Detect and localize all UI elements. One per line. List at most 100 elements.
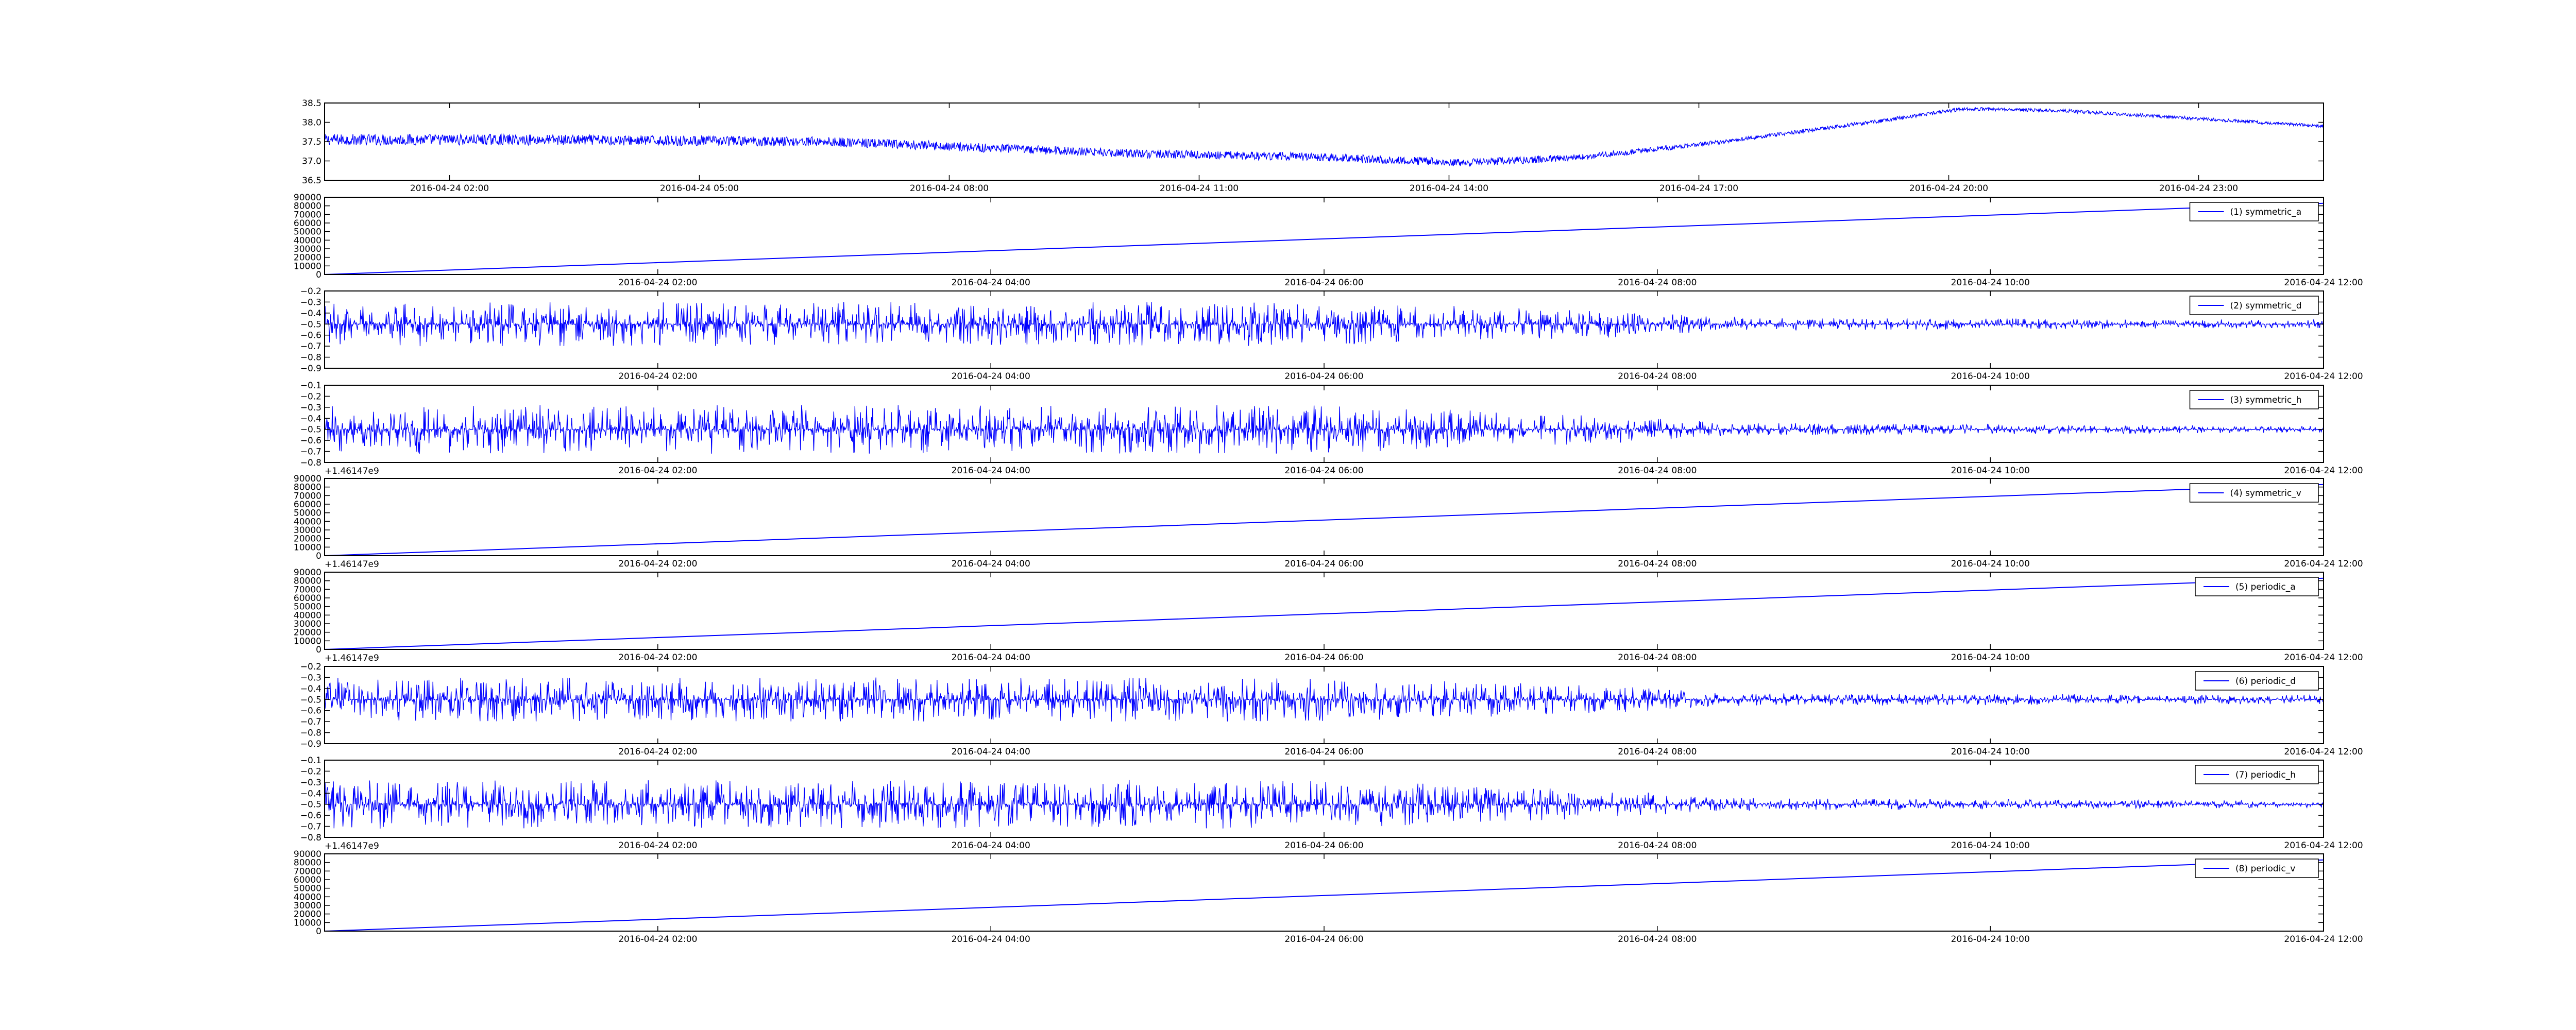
x-tick-label: 2016-04-24 02:00	[618, 371, 697, 382]
x-tick-label: 2016-04-24 12:00	[2284, 747, 2363, 757]
x-tick-label: 2016-04-24 02:00	[618, 278, 697, 288]
y-tick-label: −0.6	[300, 331, 321, 341]
y-tick-label: 60000	[294, 875, 321, 885]
y-tick-label: −0.2	[300, 662, 321, 672]
x-tick-label: 2016-04-24 20:00	[1909, 183, 1988, 194]
y-tick-label: 30000	[294, 525, 321, 536]
x-tick-label: 2016-04-24 10:00	[1951, 747, 2030, 757]
subplot-0: 36.5 37.0 37.5 38.0 38.5 2016-04-24 02:00 2016…	[302, 98, 2324, 194]
x-offset-label: +1.46147e9	[325, 841, 379, 851]
y-tick-label: 40000	[294, 517, 321, 527]
x-offset-label: +1.46147e9	[325, 559, 379, 570]
x-tick-label: 2016-04-24 06:00	[1284, 278, 1363, 288]
x-tick-label: 2016-04-24 04:00	[952, 466, 1030, 476]
x-tick-label: 2016-04-24 02:00	[618, 466, 697, 476]
series-line-2	[324, 302, 2324, 347]
y-tick-label: 70000	[294, 866, 321, 877]
y-tick-label: 0	[316, 645, 321, 655]
y-tick-label: −0.7	[300, 822, 321, 832]
series-line-5	[324, 577, 2324, 650]
y-tick-label: −0.6	[300, 811, 321, 821]
legend-label: (7) periodic_h	[2235, 770, 2296, 780]
y-tick-label: −0.8	[300, 353, 321, 363]
subplot-4: 0100002000030000400005000060000700008000…	[294, 474, 2363, 570]
y-tick-label: 60000	[294, 593, 321, 604]
y-tick-label: −0.5	[300, 425, 321, 435]
y-tick-label: −0.1	[300, 756, 321, 766]
y-tick-label: −0.5	[300, 319, 321, 330]
y-tick-label: −0.4	[300, 308, 321, 319]
x-tick-label: 2016-04-24 02:00	[618, 934, 697, 945]
x-tick-label: 2016-04-24 06:00	[1284, 934, 1363, 945]
series-line-3	[324, 405, 2324, 454]
y-tick-label: −0.3	[300, 673, 321, 683]
x-tick-label: 2016-04-24 12:00	[2284, 559, 2363, 569]
y-tick-label: 80000	[294, 483, 321, 493]
series-line-6	[324, 677, 2324, 722]
series-line-0	[324, 107, 2324, 167]
x-tick-label: 2016-04-24 11:00	[1160, 183, 1239, 194]
y-tick-label: 10000	[294, 542, 321, 553]
x-tick-label: 2016-04-24 10:00	[1951, 840, 2030, 851]
y-tick-label: −0.7	[300, 717, 321, 727]
x-tick-label: 2016-04-24 06:00	[1284, 371, 1363, 382]
subplot-8: 0100002000030000400005000060000700008000…	[294, 849, 2363, 945]
x-tick-label: 2016-04-24 08:00	[1618, 466, 1697, 476]
y-tick-label: 37.0	[302, 157, 321, 167]
y-tick-label: 30000	[294, 619, 321, 629]
x-tick-label: 2016-04-24 10:00	[1951, 653, 2030, 663]
y-tick-label: −0.2	[300, 391, 321, 402]
y-tick-label: 10000	[294, 261, 321, 271]
y-tick-label: −0.7	[300, 447, 321, 457]
y-tick-label: 50000	[294, 227, 321, 237]
x-tick-label: 2016-04-24 04:00	[952, 934, 1030, 945]
x-tick-label: 2016-04-24 08:00	[1618, 278, 1697, 288]
x-tick-label: 2016-04-24 14:00	[1410, 183, 1488, 194]
y-tick-label: 20000	[294, 534, 321, 544]
subplot-6: −0.9−0.8−0.7−0.6−0.5−0.4−0.3−0.2 2016-04-…	[300, 662, 2363, 757]
y-tick-label: 50000	[294, 508, 321, 519]
x-tick-label: 2016-04-24 04:00	[952, 747, 1030, 757]
y-tick-label: 80000	[294, 201, 321, 212]
x-tick-label: 2016-04-24 12:00	[2284, 466, 2363, 476]
axes-frame-4	[324, 478, 2324, 556]
x-tick-label: 2016-04-24 04:00	[952, 840, 1030, 851]
y-tick-label: −0.8	[300, 458, 321, 468]
y-tick-label: 80000	[294, 576, 321, 587]
y-tick-label: −0.9	[300, 739, 321, 749]
x-tick-label: 2016-04-24 08:00	[1618, 559, 1697, 569]
y-tick-label: −0.6	[300, 706, 321, 716]
y-tick-label: 0	[316, 926, 321, 937]
axes-frame-6	[324, 666, 2324, 744]
x-tick-label: 2016-04-24 06:00	[1284, 559, 1363, 569]
y-tick-label: 60000	[294, 500, 321, 510]
subplot-5: 0100002000030000400005000060000700008000…	[294, 568, 2363, 663]
legend-label: (4) symmetric_v	[2230, 488, 2301, 499]
y-tick-label: −0.8	[300, 833, 321, 843]
legend-label: (6) periodic_d	[2235, 676, 2296, 686]
x-tick-label: 2016-04-24 10:00	[1951, 934, 2030, 945]
x-tick-label: 2016-04-24 12:00	[2284, 653, 2363, 663]
y-tick-label: −0.3	[300, 778, 321, 788]
y-tick-label: 90000	[294, 568, 321, 578]
axes-frame-1	[324, 197, 2324, 275]
x-tick-label: 2016-04-24 04:00	[952, 653, 1030, 663]
y-tick-label: −0.9	[300, 364, 321, 374]
x-tick-label: 2016-04-24 12:00	[2284, 371, 2363, 382]
x-tick-label: 2016-04-24 10:00	[1951, 278, 2030, 288]
y-tick-label: 37.5	[302, 137, 321, 147]
y-tick-label: 90000	[294, 193, 321, 203]
legend-label: (1) symmetric_a	[2230, 207, 2302, 217]
legend-label: (2) symmetric_d	[2230, 301, 2302, 311]
y-tick-label: −0.3	[300, 297, 321, 307]
y-tick-label: 70000	[294, 491, 321, 501]
x-tick-label: 2016-04-24 10:00	[1951, 466, 2030, 476]
y-tick-label: −0.5	[300, 800, 321, 810]
y-tick-label: 0	[316, 270, 321, 280]
series-line-1	[324, 202, 2324, 275]
x-tick-label: 2016-04-24 04:00	[952, 278, 1030, 288]
legend-label: (5) periodic_a	[2235, 582, 2296, 592]
y-tick-label: 0	[316, 551, 321, 561]
y-tick-label: 38.0	[302, 118, 321, 128]
